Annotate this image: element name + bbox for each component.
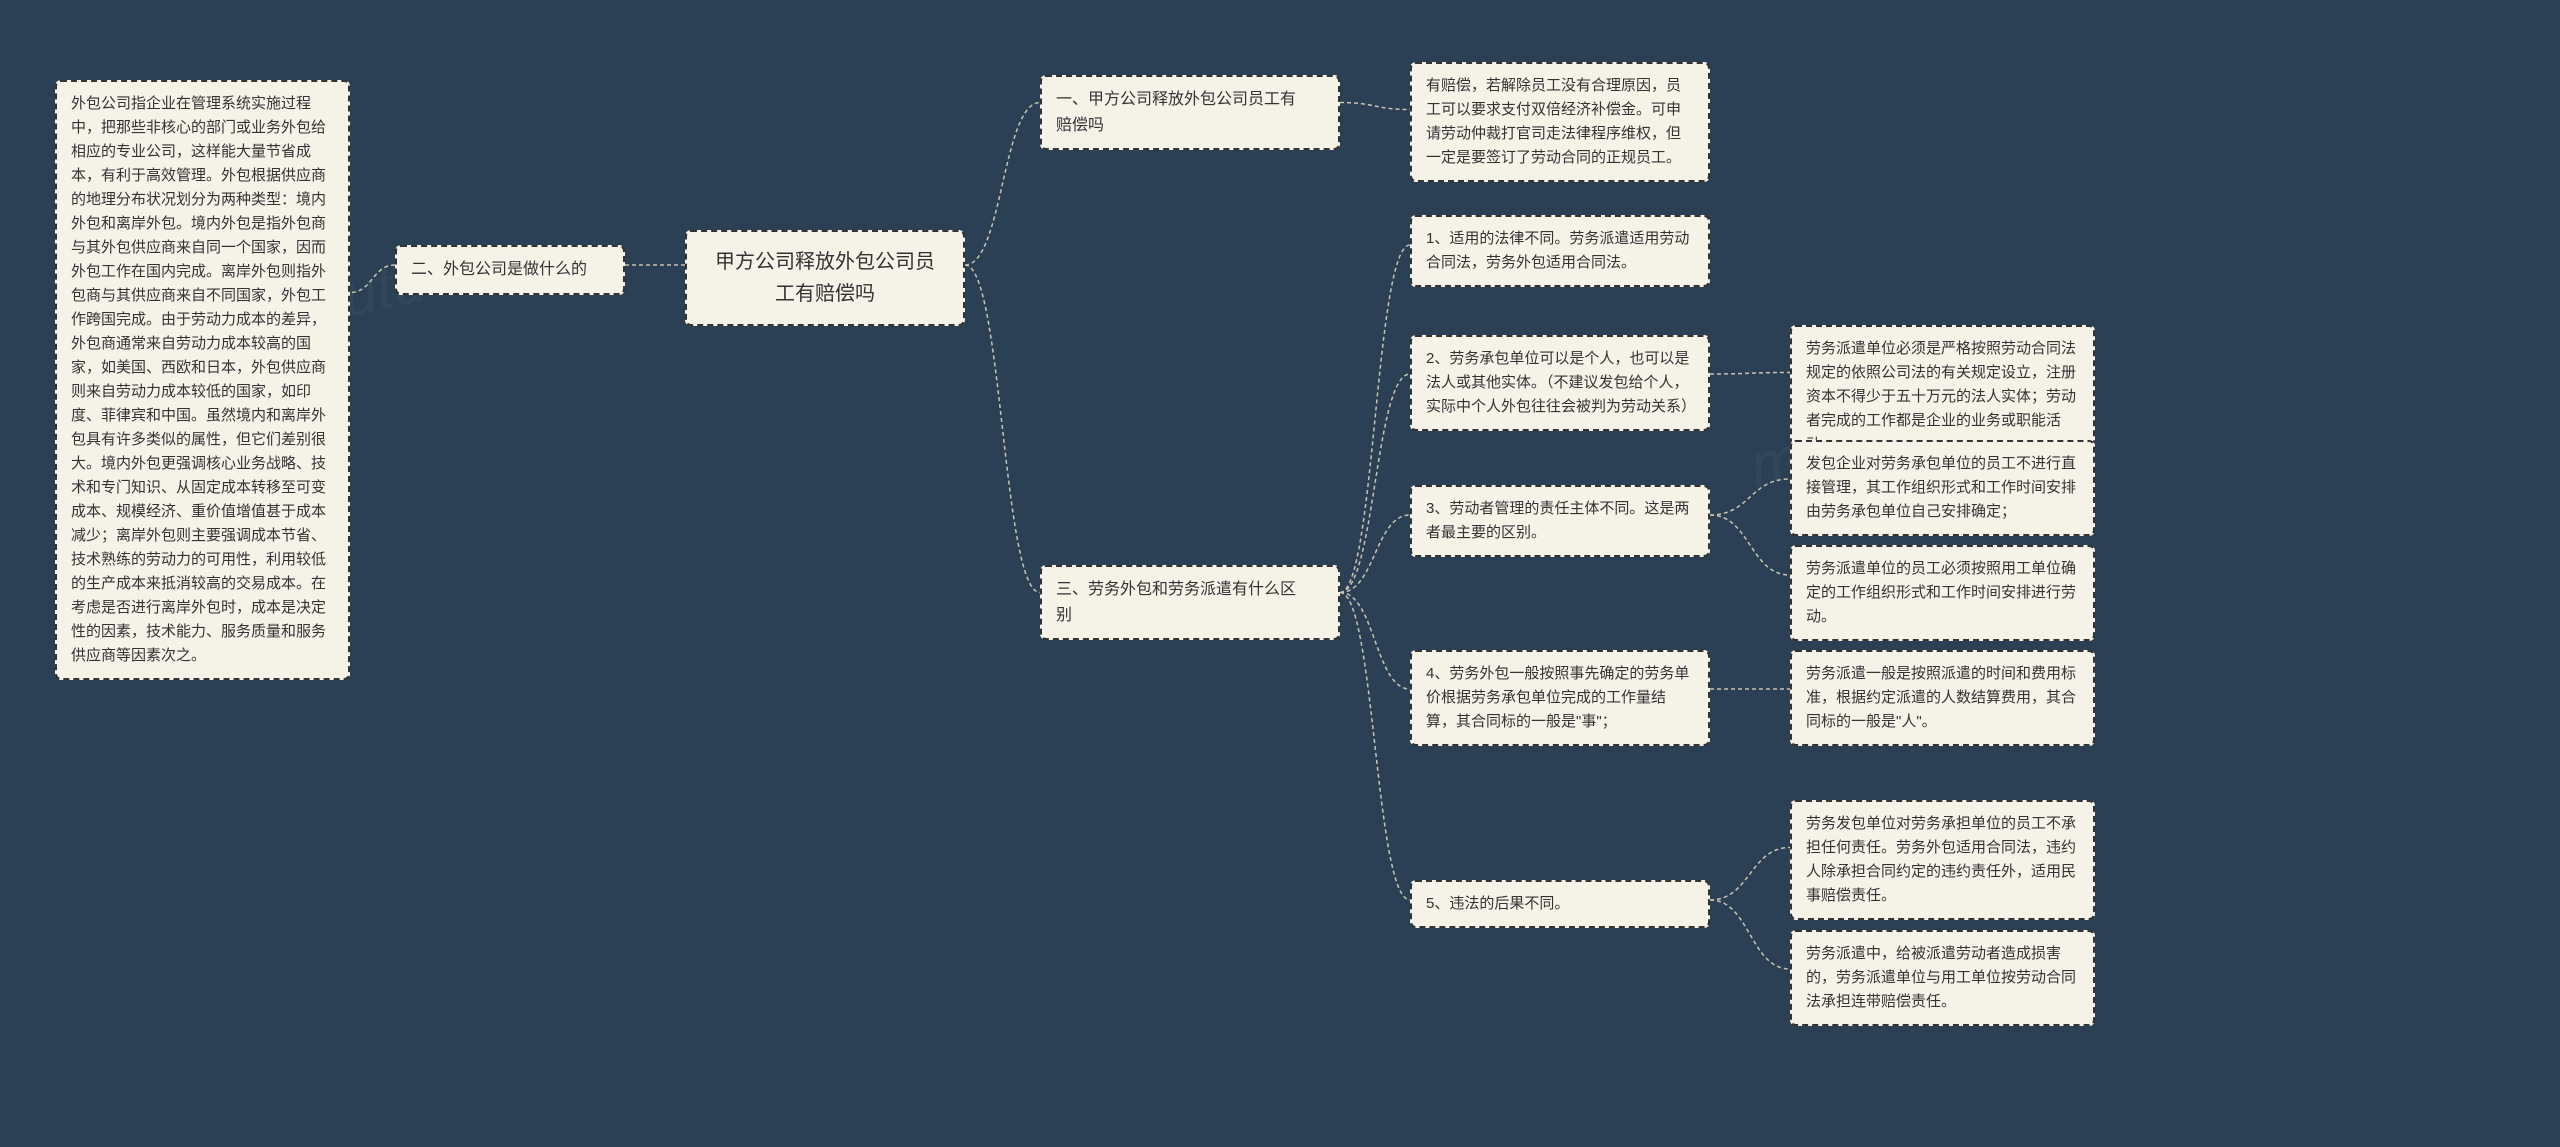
branch3-item5-detail1: 劳务发包单位对劳务承担单位的员工不承担任何责任。劳务外包适用合同法，违约人除承担… (1806, 815, 2076, 904)
branch3-item3: 3、劳动者管理的责任主体不同。这是两者最主要的区别。 (1426, 500, 1689, 541)
branch3-item2: 2、劳务承包单位可以是个人，也可以是法人或其他实体。（不建议发包给个人，实际中个… (1426, 350, 1696, 415)
branch2-title-node: 二、外包公司是做什么的 (395, 245, 625, 295)
branch3-item5-node: 5、违法的后果不同。 (1410, 880, 1710, 928)
branch2-detail-node: 外包公司指企业在管理系统实施过程中，把那些非核心的部门或业务外包给相应的专业公司… (55, 80, 350, 680)
root-title: 甲方公司释放外包公司员工有赔偿吗 (715, 251, 935, 305)
branch3-item3-detail1-node: 发包企业对劳务承包单位的员工不进行直接管理，其工作组织形式和工作时间安排由劳务承… (1790, 440, 2095, 536)
branch3-item5-detail2-node: 劳务派遣中，给被派遣劳动者造成损害的，劳务派遣单位与用工单位按劳动合同法承担连带… (1790, 930, 2095, 1026)
branch3-item4-node: 4、劳务外包一般按照事先确定的劳务单价根据劳务承包单位完成的工作量结算，其合同标… (1410, 650, 1710, 746)
branch3-item1-node: 1、适用的法律不同。劳务派遣适用劳动合同法，劳务外包适用合同法。 (1410, 215, 1710, 287)
branch3-item4-detail: 劳务派遣一般是按照派遣的时间和费用标准，根据约定派遣的人数结算费用，其合同标的一… (1806, 665, 2076, 730)
branch2-detail: 外包公司指企业在管理系统实施过程中，把那些非核心的部门或业务外包给相应的专业公司… (71, 95, 326, 664)
branch3-item5-detail1-node: 劳务发包单位对劳务承担单位的员工不承担任何责任。劳务外包适用合同法，违约人除承担… (1790, 800, 2095, 920)
branch3-item1: 1、适用的法律不同。劳务派遣适用劳动合同法，劳务外包适用合同法。 (1426, 230, 1689, 271)
branch3-item5: 5、违法的后果不同。 (1426, 895, 1569, 912)
branch3-title: 三、劳务外包和劳务派遣有什么区别 (1056, 581, 1296, 624)
branch3-item4-detail-node: 劳务派遣一般是按照派遣的时间和费用标准，根据约定派遣的人数结算费用，其合同标的一… (1790, 650, 2095, 746)
branch3-item3-node: 3、劳动者管理的责任主体不同。这是两者最主要的区别。 (1410, 485, 1710, 557)
branch3-title-node: 三、劳务外包和劳务派遣有什么区别 (1040, 565, 1340, 640)
branch2-title: 二、外包公司是做什么的 (411, 261, 587, 278)
root-node: 甲方公司释放外包公司员工有赔偿吗 (685, 230, 965, 326)
branch1-detail-node: 有赔偿，若解除员工没有合理原因，员工可以要求支付双倍经济补偿金。可申请劳动仲裁打… (1410, 62, 1710, 182)
branch1-title: 一、甲方公司释放外包公司员工有赔偿吗 (1056, 91, 1296, 134)
branch3-item4: 4、劳务外包一般按照事先确定的劳务单价根据劳务承包单位完成的工作量结算，其合同标… (1426, 665, 1689, 730)
branch1-detail: 有赔偿，若解除员工没有合理原因，员工可以要求支付双倍经济补偿金。可申请劳动仲裁打… (1426, 77, 1681, 166)
branch3-item2-detail: 劳务派遣单位必须是严格按照劳动合同法规定的依照公司法的有关规定设立，注册资本不得… (1806, 340, 2076, 453)
branch3-item3-detail1: 发包企业对劳务承包单位的员工不进行直接管理，其工作组织形式和工作时间安排由劳务承… (1806, 455, 2076, 520)
branch1-title-node: 一、甲方公司释放外包公司员工有赔偿吗 (1040, 75, 1340, 150)
branch3-item2-node: 2、劳务承包单位可以是个人，也可以是法人或其他实体。（不建议发包给个人，实际中个… (1410, 335, 1710, 431)
branch3-item3-detail2-node: 劳务派遣单位的员工必须按照用工单位确定的工作组织形式和工作时间安排进行劳动。 (1790, 545, 2095, 641)
branch3-item3-detail2: 劳务派遣单位的员工必须按照用工单位确定的工作组织形式和工作时间安排进行劳动。 (1806, 560, 2076, 625)
branch3-item5-detail2: 劳务派遣中，给被派遣劳动者造成损害的，劳务派遣单位与用工单位按劳动合同法承担连带… (1806, 945, 2076, 1010)
